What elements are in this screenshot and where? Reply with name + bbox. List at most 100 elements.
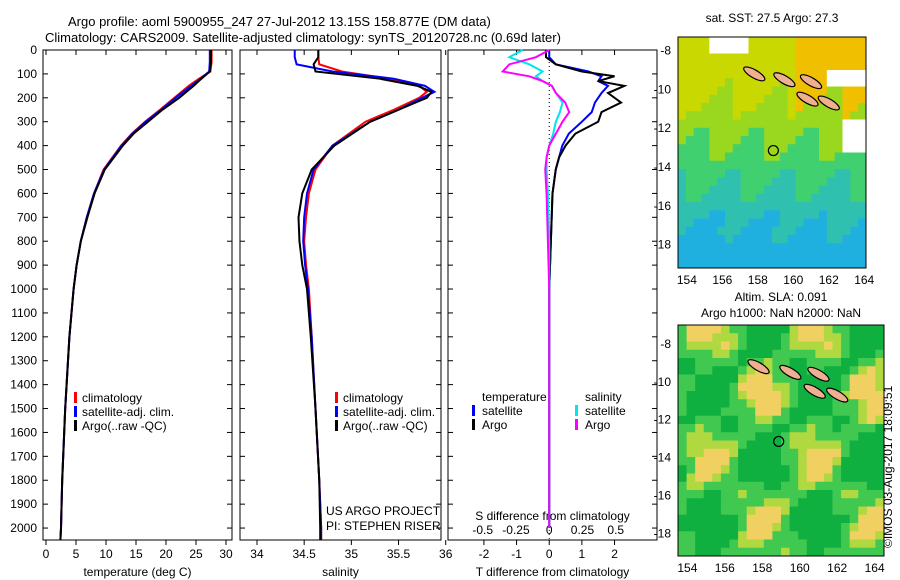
- map-cell: [686, 325, 696, 334]
- map-cell: [695, 457, 705, 466]
- map-cell: [841, 506, 851, 516]
- map-cell: [858, 226, 867, 236]
- plot-frame: [42, 49, 233, 541]
- map-cell: [779, 136, 789, 145]
- x-tick-label: 2: [611, 547, 618, 561]
- island-shape: [779, 364, 802, 380]
- map-cell: [834, 251, 843, 261]
- map-cell: [849, 514, 859, 524]
- map-cell: [703, 366, 713, 375]
- map-cell: [678, 45, 687, 54]
- map-cell: [695, 358, 705, 367]
- map-cell: [712, 399, 722, 408]
- map-cell: [717, 37, 726, 46]
- map-cell: [832, 465, 842, 474]
- map-cell: [815, 473, 825, 483]
- map-cell: [841, 415, 851, 425]
- y-tick-label: 800: [17, 234, 37, 248]
- map-cell: [806, 523, 816, 532]
- lat-tick-label: -12: [654, 413, 672, 427]
- map-cell: [823, 531, 833, 540]
- map-cell: [842, 259, 851, 269]
- map-cell: [798, 349, 808, 359]
- map-cell: [823, 407, 833, 417]
- map-cell: [678, 415, 688, 425]
- map-cell: [806, 399, 816, 408]
- map-cell: [729, 415, 739, 425]
- map-cell: [866, 448, 876, 458]
- map-cell: [781, 457, 791, 466]
- map-cell: [756, 37, 765, 46]
- map-cell: [772, 358, 782, 367]
- map-cell: [772, 481, 782, 491]
- map-cell: [798, 457, 808, 466]
- map-cell: [849, 539, 859, 549]
- map-cell: [815, 341, 825, 351]
- map-cell: [842, 136, 851, 145]
- map-cell: [748, 78, 757, 87]
- map-cell: [693, 226, 702, 236]
- map-cell: [686, 432, 696, 441]
- map-cell: [834, 111, 843, 120]
- map-cell: [729, 465, 739, 474]
- map-cell: [693, 61, 702, 71]
- map-cell: [772, 391, 782, 400]
- map-cell: [686, 407, 696, 417]
- map-cell: [779, 61, 789, 71]
- map-cell: [795, 185, 804, 195]
- map-cell: [695, 415, 705, 425]
- map-cell: [832, 498, 842, 507]
- map-cell: [764, 169, 773, 178]
- x-tick-label: -2: [479, 547, 490, 561]
- map-cell: [755, 399, 765, 408]
- x-tick-label: 34.5: [292, 547, 316, 561]
- map-cell: [740, 193, 749, 203]
- map-cell: [772, 259, 781, 269]
- map-cell: [712, 539, 722, 549]
- map-cell: [858, 448, 868, 458]
- map-cell: [842, 119, 851, 129]
- series-satellite-adj-clim-: [59, 50, 211, 541]
- map-cell: [703, 523, 713, 532]
- map-cell: [738, 531, 748, 540]
- map-cell: [849, 333, 859, 342]
- map-cell: [858, 210, 867, 219]
- map-cell: [772, 144, 781, 153]
- map-cell: [756, 160, 765, 170]
- map-cell: [764, 119, 773, 129]
- map-cell: [693, 152, 702, 162]
- map-cell: [695, 465, 705, 474]
- map-cell: [866, 349, 876, 359]
- map-cell: [703, 382, 713, 392]
- map-cell: [787, 152, 796, 162]
- map-cell: [798, 358, 808, 367]
- map-cell: [738, 432, 748, 441]
- map-cell: [748, 111, 757, 120]
- map-cell: [764, 160, 773, 170]
- map-cell: [738, 440, 748, 450]
- map-cell: [712, 366, 722, 375]
- map-cell: [815, 531, 825, 540]
- map-cell: [806, 448, 816, 458]
- map-cell: [678, 111, 687, 120]
- map-cell: [763, 498, 773, 507]
- map-cell: [795, 70, 804, 79]
- map-cell: [787, 251, 796, 261]
- map-cell: [763, 473, 773, 483]
- map-cell: [806, 531, 816, 540]
- map-cell: [819, 259, 828, 269]
- map-cell: [803, 86, 812, 96]
- map-cell: [678, 226, 687, 236]
- map-cell: [685, 103, 695, 112]
- map-cell: [678, 465, 688, 474]
- map-cell: [678, 127, 687, 137]
- map-cell: [678, 193, 687, 203]
- map-cell: [756, 103, 765, 112]
- map-cell: [772, 210, 781, 219]
- map-cell: [746, 523, 756, 532]
- map-cell: [858, 531, 868, 540]
- map-cell: [695, 531, 705, 540]
- map-cell: [740, 169, 749, 178]
- map-cell: [789, 325, 799, 334]
- map-cell: [695, 440, 705, 450]
